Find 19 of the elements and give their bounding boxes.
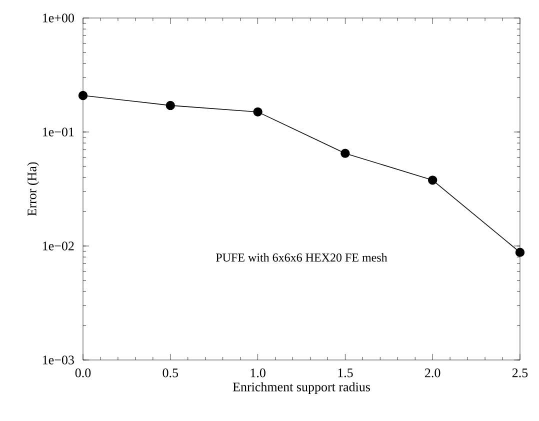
point <box>515 248 525 257</box>
point <box>428 176 438 185</box>
x-tick-label: 2.0 <box>425 368 440 378</box>
x-tick-label: 0.5 <box>162 368 178 378</box>
y-tick-label: 1e−01 <box>43 128 74 136</box>
x-tick-label: 0.0 <box>75 368 91 378</box>
x-tick-label: 2.5 <box>512 368 528 378</box>
point <box>253 107 262 117</box>
x-tick-label: 1.5 <box>338 368 353 378</box>
y-axis-title: Error (Ha) <box>27 162 39 216</box>
y-tick-label: 1e−02 <box>43 242 74 250</box>
point <box>166 100 176 110</box>
y-tick-label: 1e+00 <box>43 14 74 22</box>
point <box>78 90 88 100</box>
x-axis-title: Enrichment support radius <box>232 382 370 394</box>
annotation: PUFE with 6x6x6 HEX20 FE mesh <box>216 253 388 262</box>
x-tick-label: 1.0 <box>250 368 266 378</box>
y-tick-label: 1e−03 <box>43 356 74 364</box>
point <box>340 148 350 158</box>
